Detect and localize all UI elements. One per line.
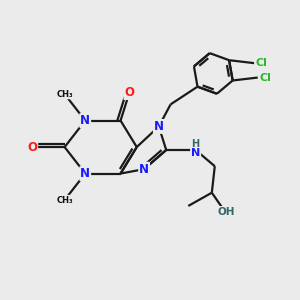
Text: CH₃: CH₃ bbox=[56, 90, 73, 99]
Text: Cl: Cl bbox=[259, 73, 271, 82]
Text: Cl: Cl bbox=[256, 58, 267, 68]
Text: OH: OH bbox=[218, 207, 235, 217]
Text: N: N bbox=[154, 120, 164, 133]
Text: CH₃: CH₃ bbox=[56, 196, 73, 205]
Text: O: O bbox=[27, 141, 37, 154]
Text: H: H bbox=[192, 139, 200, 149]
Text: N: N bbox=[191, 148, 200, 158]
Text: O: O bbox=[124, 86, 134, 99]
Text: N: N bbox=[80, 114, 90, 127]
Text: N: N bbox=[80, 167, 90, 180]
Text: N: N bbox=[139, 163, 149, 176]
